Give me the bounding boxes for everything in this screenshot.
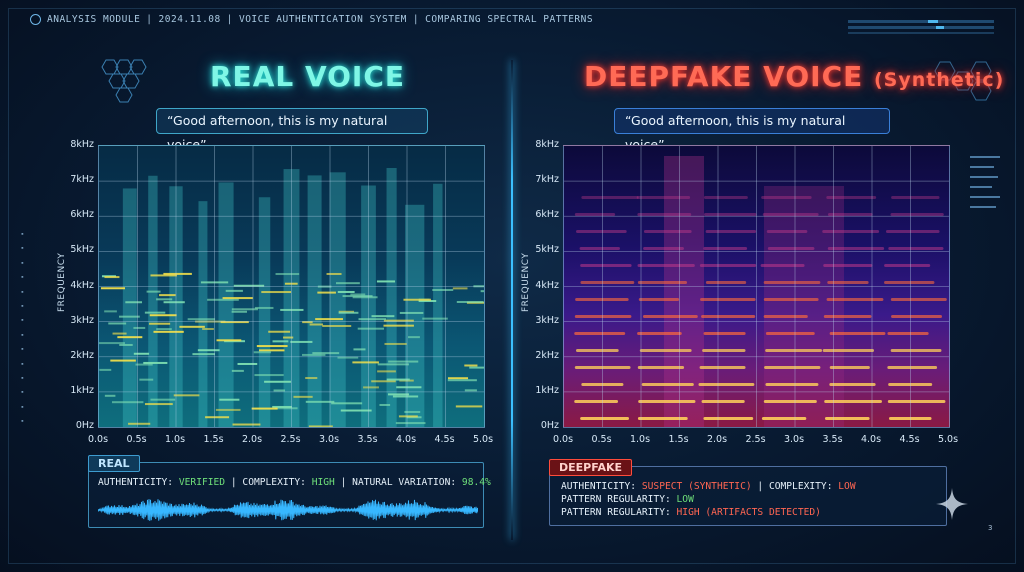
x-tick-label: 4.0s (860, 434, 882, 445)
x-tick-label: 2.5s (280, 434, 301, 445)
deepfake-title-sub: (Synthetic) (874, 69, 1005, 91)
fake-result-line-2: PATTERN REGULARITY: LOW (561, 494, 694, 505)
real-variation-value: 98.4% (461, 477, 491, 488)
x-tick-label: 4.5s (434, 434, 455, 445)
module-logo-icon (30, 14, 41, 25)
fake-complexity-value: LOW (838, 481, 856, 492)
left-side-labels: ▪ ▪ ▪ ▪ ▪ ▪ ▪ ▪ ▪ ▪ ▪ ▪ ▪ ▪ (21, 232, 24, 425)
header-bar: ANALYSIS MODULE | 2024.11.08 | VOICE AUT… (30, 14, 593, 25)
fake-authenticity-value: SUSPECT (SYNTHETIC) (641, 481, 752, 492)
x-tick-label: 1.0s (629, 434, 651, 445)
y-tick-label: 5kHz (70, 244, 94, 256)
x-tick-label: 0.5s (126, 434, 147, 445)
fake-regularity-high: HIGH (ARTIFACTS DETECTED) (676, 507, 821, 518)
y-tick-label: 7kHz (70, 174, 94, 186)
x-tick-label: 1.5s (203, 434, 224, 445)
x-tick-label: 5.0s (937, 434, 959, 445)
y-tick-label: 3kHz (70, 314, 94, 326)
x-tick-label: 0.5s (591, 434, 612, 445)
hexagon-cluster-right-icon (934, 61, 992, 101)
x-tick-label: 1.5s (668, 434, 689, 445)
y-tick-label: 8kHz (535, 139, 559, 150)
real-spectrogram-plot (99, 146, 484, 427)
hexagon-cluster-icon (101, 59, 147, 103)
deepfake-spectrogram (563, 145, 950, 428)
fake-regularity-low: LOW (676, 494, 694, 505)
y-tick-label: 6kHz (535, 209, 559, 221)
status-bars-icon (848, 20, 994, 34)
real-result-line: AUTHENTICITY: VERIFIED | COMPLEXITY: HIG… (98, 477, 491, 488)
page-number: 3 (988, 524, 993, 532)
header-system: VOICE AUTHENTICATION SYSTEM (238, 14, 407, 25)
real-authenticity-value: VERIFIED (178, 477, 226, 488)
y-tick-label: 4kHz (70, 279, 94, 291)
deepfake-tag: DEEPFAKE (549, 459, 633, 476)
fake-result-line-3: PATTERN REGULARITY: HIGH (ARTIFACTS DETE… (561, 507, 821, 518)
y-tick-label: 0Hz (75, 420, 94, 431)
right-side-readout-icon (970, 156, 1000, 208)
y-tick-label: 2kHz (70, 349, 94, 361)
x-tick-label: 4.0s (395, 434, 417, 445)
sparkle-icon (936, 488, 968, 520)
x-tick-label: 3.0s (783, 434, 805, 445)
fake-quote-box: “Good afternoon, this is my natural voic… (614, 108, 890, 152)
x-tick-label: 1.0s (164, 434, 186, 445)
y-tick-label: 2kHz (535, 349, 559, 361)
fake-result-panel (549, 466, 947, 526)
deepfake-voice-title: DEEPFAKE VOICE (Synthetic) (584, 60, 1004, 93)
y-tick-label: 3kHz (535, 314, 559, 326)
real-quote-box: “Good afternoon, this is my natural voic… (156, 108, 428, 152)
real-voice-title: REAL VOICE (210, 60, 406, 93)
y-tick-label: 8kHz (70, 139, 94, 150)
real-complexity-value: HIGH (311, 477, 335, 488)
deepfake-title-main: DEEPFAKE VOICE (584, 60, 864, 93)
y-tick-label: 7kHz (535, 174, 559, 186)
real-waveform (98, 499, 478, 521)
real-tag: REAL (88, 455, 140, 472)
x-tick-label: 2.5s (745, 434, 766, 445)
x-tick-label: 3.0s (318, 434, 340, 445)
x-tick-label: 4.5s (899, 434, 920, 445)
deepfake-spectrogram-plot (564, 146, 949, 427)
header-module: ANALYSIS MODULE (47, 14, 141, 25)
y-tick-label: 1kHz (70, 384, 94, 396)
x-tick-label: 3.5s (822, 434, 843, 445)
y-tick-label: 1kHz (535, 384, 559, 396)
header-task: COMPARING SPECTRAL PATTERNS (425, 14, 594, 25)
x-tick-label: 2.0s (706, 434, 728, 445)
x-tick-label: 5.0s (472, 434, 494, 445)
y-tick-label: 5kHz (535, 244, 559, 256)
y-tick-label: 0Hz (540, 420, 559, 431)
fake-result-line-1: AUTHENTICITY: SUSPECT (SYNTHETIC) | COMP… (561, 481, 856, 492)
x-tick-label: 3.5s (357, 434, 378, 445)
center-divider (511, 60, 513, 540)
real-spectrogram (98, 145, 485, 428)
y-tick-label: 6kHz (70, 209, 94, 221)
y-tick-label: 4kHz (535, 279, 559, 291)
x-tick-label: 2.0s (241, 434, 263, 445)
header-date: 2024.11.08 (158, 14, 221, 25)
x-tick-label: 0.0s (552, 434, 574, 445)
x-tick-label: 0.0s (87, 434, 109, 445)
hud-frame (8, 8, 1016, 564)
